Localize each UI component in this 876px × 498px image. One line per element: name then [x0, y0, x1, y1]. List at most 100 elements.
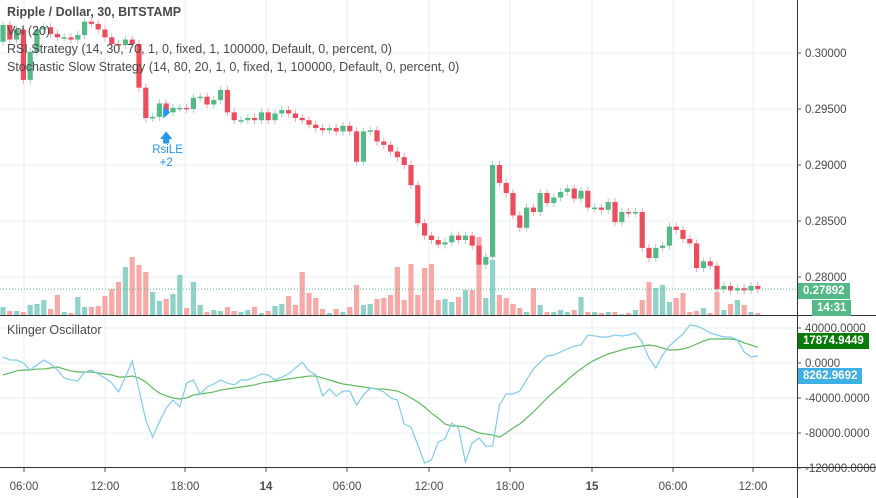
candle-body: [14, 29, 20, 40]
candle-body: [61, 37, 67, 39]
volume-bar: [224, 307, 230, 315]
time-axis-label: 18:00: [496, 481, 525, 493]
candle-body: [469, 235, 475, 246]
candle-body: [456, 235, 462, 241]
candle-body: [605, 201, 611, 210]
candle-body: [354, 131, 360, 162]
volume-bar: [231, 311, 237, 315]
volume-bar: [748, 312, 754, 315]
volume-bar: [388, 295, 394, 315]
rsi-long-entry-marker: 🡅 RsiLE +2: [152, 130, 183, 170]
candle-body: [360, 131, 366, 162]
rsi-strategy-legend[interactable]: RSI Strategy (14, 30, 70, 1, 0, fixed, 1…: [7, 42, 392, 56]
candle-body: [75, 35, 81, 40]
candle-body: [238, 120, 244, 122]
volume-bar: [646, 282, 652, 315]
volume-bar: [82, 307, 88, 315]
volume-bar: [755, 313, 761, 315]
volume-bar: [333, 309, 339, 315]
candle-body: [435, 240, 441, 245]
candle-body: [490, 165, 496, 257]
candle-body: [646, 247, 652, 258]
price-axis-label: 0.28500: [805, 216, 847, 228]
volume-bar: [156, 301, 162, 315]
candle-body: [190, 97, 196, 109]
candle-body: [258, 112, 264, 121]
volume-bar: [41, 300, 47, 315]
candle-body: [224, 89, 230, 113]
candle-body: [707, 261, 713, 266]
candle-body: [279, 110, 285, 114]
stochastic-strategy-legend[interactable]: Stochastic Slow Strategy (14, 80, 20, 1,…: [7, 60, 460, 74]
volume-bar: [27, 305, 33, 315]
volume-bar: [564, 312, 570, 315]
volume-bar: [503, 298, 509, 315]
volume-legend[interactable]: Vol (20): [7, 24, 51, 38]
signal-value-tag: 17874.9449: [798, 333, 869, 349]
candle-body: [102, 29, 108, 38]
volume-bar: [456, 297, 462, 315]
candle-body: [313, 124, 319, 129]
volume-bar: [34, 304, 40, 315]
price-axis-label: 0.30000: [805, 48, 847, 60]
volume-bar: [626, 313, 632, 315]
symbol-title[interactable]: Ripple / Dollar, 30, BITSTAMP: [7, 5, 182, 19]
candle-body: [619, 212, 625, 223]
volume-bar: [449, 302, 455, 315]
candle-body: [306, 120, 312, 125]
oscillator-axis-label: 40000.0000: [805, 323, 866, 335]
candle-body: [483, 256, 489, 265]
candle-body: [394, 151, 400, 158]
time-axis-label: 06:00: [659, 481, 688, 493]
volume-bar: [265, 311, 271, 315]
volume-bar: [306, 293, 312, 315]
volume-bar: [177, 275, 183, 315]
volume-bar: [401, 300, 407, 315]
volume-bar: [585, 312, 591, 315]
candle-body: [734, 288, 740, 291]
arrow-up-icon: 🡅: [159, 130, 173, 145]
volume-bar: [524, 312, 530, 315]
candle-body: [748, 285, 754, 291]
candle-body: [170, 107, 176, 113]
volume-bar: [360, 305, 366, 315]
volume-bar: [422, 268, 428, 315]
volume-bar: [707, 313, 713, 315]
volume-bar: [728, 304, 734, 315]
candle-body: [347, 125, 353, 132]
volume-bar: [544, 312, 550, 315]
candle-body: [265, 112, 271, 121]
candle-body: [156, 103, 162, 117]
candle-body: [476, 245, 482, 265]
candle-body: [537, 193, 543, 213]
signal-quantity: +2: [159, 157, 173, 169]
time-axis-label: 12:00: [739, 481, 768, 493]
oscillator-axis-label: -40000.0000: [805, 393, 870, 405]
klinger-oscillator-legend[interactable]: Klinger Oscillator: [7, 323, 102, 337]
candle-body: [163, 103, 169, 113]
candle-body: [48, 27, 54, 34]
entry-triangle-icon: [163, 106, 171, 119]
volume-bar: [483, 298, 489, 315]
volume-bar: [197, 305, 203, 315]
price-axis-label: 0.29500: [805, 104, 847, 116]
volume-bar: [694, 311, 700, 315]
candle-body: [653, 247, 659, 258]
candle-body: [666, 226, 672, 246]
volume-bar: [490, 260, 496, 315]
candle-body: [116, 44, 122, 46]
volume-bar: [211, 310, 217, 315]
candle-body: [0, 25, 6, 42]
volume-bar: [116, 282, 122, 315]
volume-bar: [292, 305, 298, 315]
klinger-line: [2, 324, 758, 465]
volume-bar: [496, 295, 502, 315]
volume-bar: [20, 312, 26, 315]
volume-bar: [102, 296, 108, 315]
volume-bar: [163, 299, 169, 315]
volume-bar: [286, 296, 292, 315]
candle-body: [442, 242, 448, 245]
candle-body: [20, 29, 26, 80]
candle-body: [211, 100, 217, 105]
